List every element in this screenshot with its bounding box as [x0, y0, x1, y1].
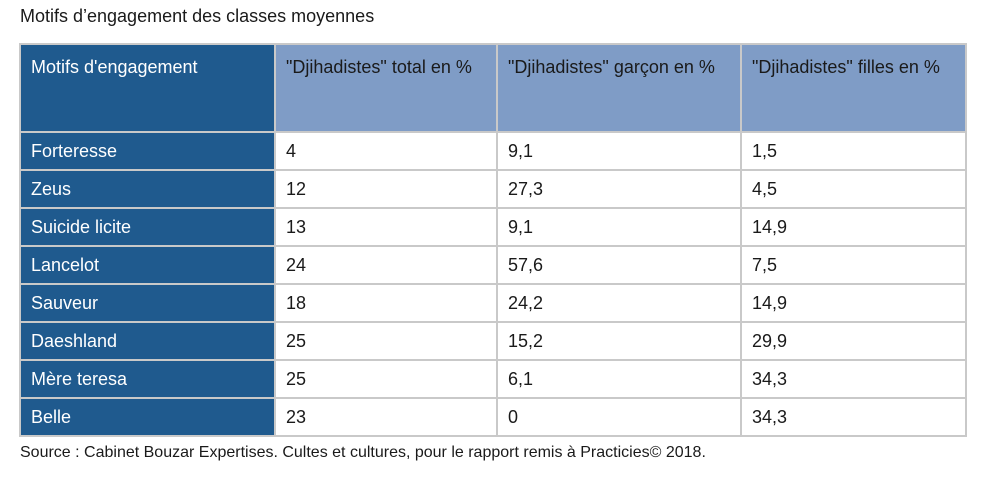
cell-filles: 14,9	[740, 207, 967, 247]
cell-total: 12	[274, 169, 498, 209]
column-header-motifs: Motifs d'engagement	[19, 43, 276, 133]
cell-total: 18	[274, 283, 498, 323]
cell-garcon: 9,1	[496, 207, 742, 247]
cell-filles: 4,5	[740, 169, 967, 209]
table-title: Motifs d’engagement des classes moyennes	[20, 6, 375, 26]
row-label: Suicide licite	[19, 207, 276, 247]
cell-filles: 34,3	[740, 397, 967, 437]
cell-filles: 14,9	[740, 283, 967, 323]
row-label: Lancelot	[19, 245, 276, 285]
cell-filles: 1,5	[740, 131, 967, 171]
row-label: Daeshland	[19, 321, 276, 361]
row-label: Zeus	[19, 169, 276, 209]
cell-filles: 34,3	[740, 359, 967, 399]
column-header-garcon: "Djihadistes" garçon en %	[496, 43, 742, 133]
column-header-total: "Djihadistes" total en %	[274, 43, 498, 133]
cell-filles: 7,5	[740, 245, 967, 285]
cell-garcon: 0	[496, 397, 742, 437]
row-label: Forteresse	[19, 131, 276, 171]
table-row: Sauveur 18 24,2 14,9	[19, 283, 967, 323]
table-row: Forteresse 4 9,1 1,5	[19, 131, 967, 171]
cell-filles: 29,9	[740, 321, 967, 361]
cell-total: 23	[274, 397, 498, 437]
cell-total: 4	[274, 131, 498, 171]
header-row: Motifs d'engagement "Djihadistes" total …	[19, 43, 967, 133]
cell-total: 24	[274, 245, 498, 285]
cell-total: 25	[274, 359, 498, 399]
table-row: Mère teresa 25 6,1 34,3	[19, 359, 967, 399]
cell-garcon: 6,1	[496, 359, 742, 399]
row-label: Mère teresa	[19, 359, 276, 399]
cell-garcon: 57,6	[496, 245, 742, 285]
row-label: Sauveur	[19, 283, 276, 323]
cell-total: 13	[274, 207, 498, 247]
cell-garcon: 15,2	[496, 321, 742, 361]
source-note: Source : Cabinet Bouzar Expertises. Cult…	[20, 444, 706, 461]
table-row: Zeus 12 27,3 4,5	[19, 169, 967, 209]
cell-garcon: 24,2	[496, 283, 742, 323]
table-row: Lancelot 24 57,6 7,5	[19, 245, 967, 285]
data-table: Motifs d'engagement "Djihadistes" total …	[19, 43, 967, 437]
cell-garcon: 27,3	[496, 169, 742, 209]
table-row: Daeshland 25 15,2 29,9	[19, 321, 967, 361]
column-header-filles: "Djihadistes" filles en %	[740, 43, 967, 133]
row-label: Belle	[19, 397, 276, 437]
cell-total: 25	[274, 321, 498, 361]
table-row: Belle 23 0 34,3	[19, 397, 967, 437]
table-row: Suicide licite 13 9,1 14,9	[19, 207, 967, 247]
cell-garcon: 9,1	[496, 131, 742, 171]
